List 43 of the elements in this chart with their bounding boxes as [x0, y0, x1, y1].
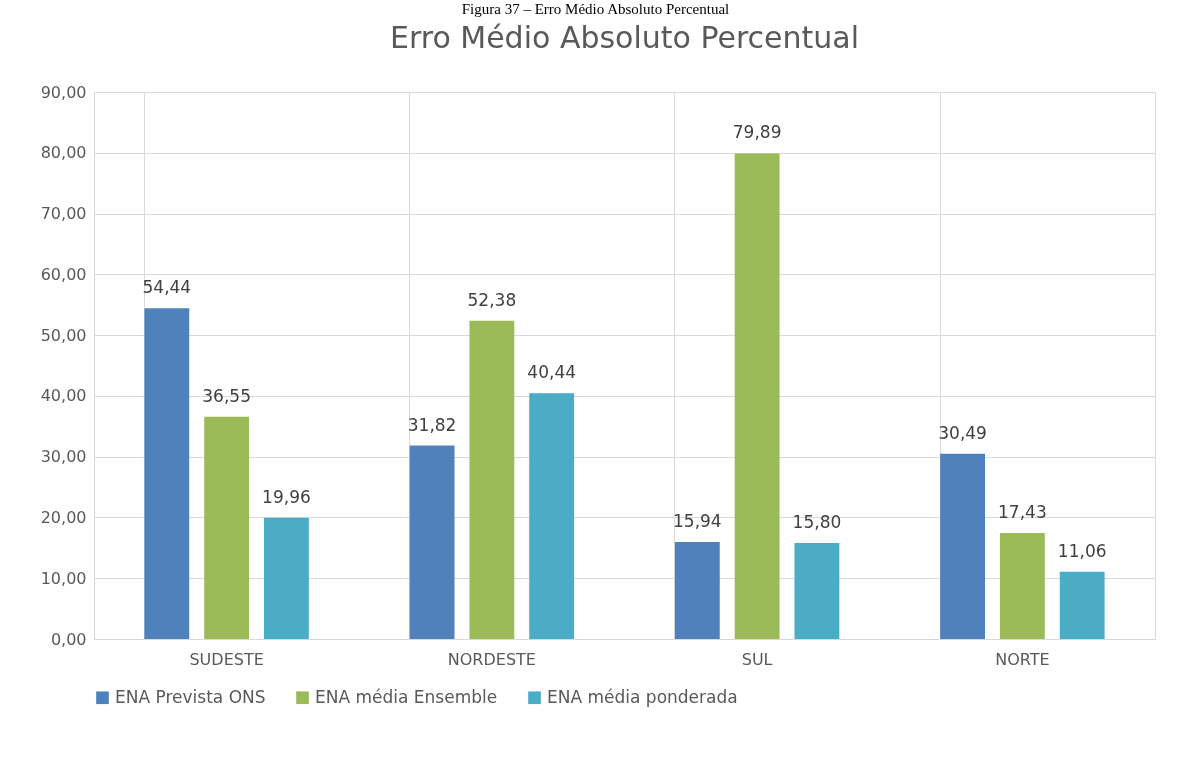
data-label: 54,44 — [142, 277, 192, 298]
bar — [529, 393, 575, 639]
y-tick-label: 90,00 — [40, 82, 87, 102]
data-label: 31,82 — [407, 414, 457, 435]
y-tick-label: 80,00 — [40, 143, 87, 163]
y-tick-label: 30,00 — [40, 447, 87, 467]
x-tick-label: NORDESTE — [447, 649, 536, 669]
bar — [204, 416, 250, 639]
y-tick-label: 20,00 — [40, 507, 87, 527]
y-tick-label: 70,00 — [40, 204, 87, 224]
legend-label: ENA Prevista ONS — [115, 686, 266, 707]
y-tick-label: 10,00 — [40, 568, 87, 588]
data-label: 19,96 — [262, 486, 311, 507]
x-tick-label: SUL — [741, 649, 773, 669]
data-label: 30,49 — [938, 422, 987, 443]
bar — [940, 453, 985, 639]
bar — [144, 308, 190, 639]
data-label: 52,38 — [467, 289, 517, 310]
bar — [734, 153, 780, 639]
data-label: 36,55 — [202, 385, 251, 406]
y-tick-label: 0,00 — [50, 629, 87, 649]
text: Figura 37 – Erro Médio Absoluto Percentual — [460, 0, 731, 18]
bar — [409, 445, 455, 639]
x-tick-label: SUDESTE — [189, 649, 264, 669]
data-label: 11,06 — [1057, 540, 1107, 561]
y-tick-label: 60,00 — [40, 264, 87, 284]
data-label: 79,89 — [732, 122, 782, 143]
legend-label: ENA média Ensemble — [315, 686, 498, 707]
data-label: 17,43 — [998, 502, 1047, 523]
bar — [674, 542, 720, 639]
bar — [469, 320, 515, 639]
y-tick-label: 40,00 — [40, 386, 87, 406]
data-label: 15,94 — [672, 511, 722, 532]
bar — [999, 533, 1045, 639]
x-tick-label: NORTE — [995, 649, 1050, 669]
bar — [794, 542, 840, 639]
data-label: 40,44 — [527, 362, 577, 383]
y-tick-label: 50,00 — [40, 325, 87, 345]
legend-label: ENA média ponderada — [547, 686, 738, 707]
bar — [1059, 571, 1105, 639]
data-label: 15,80 — [792, 511, 842, 532]
chart-title: Erro Médio Absoluto Percentual — [389, 20, 860, 55]
bar — [264, 517, 309, 639]
